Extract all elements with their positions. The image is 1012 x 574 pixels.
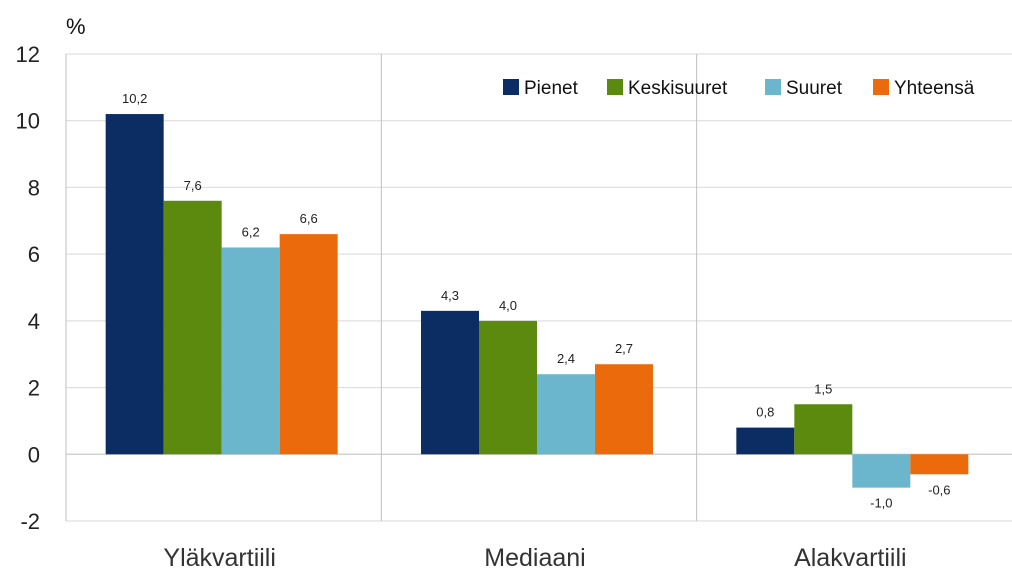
- bar: [279, 234, 338, 455]
- y-tick-label: 0: [28, 442, 40, 467]
- data-label: 0,8: [756, 405, 774, 420]
- data-label: -1,0: [870, 496, 892, 511]
- legend-swatch: [607, 79, 623, 95]
- x-axis: Yläkvartiili Mediaani Alakvartiili: [163, 544, 906, 572]
- data-label: 2,4: [557, 351, 575, 366]
- bar: [910, 454, 969, 475]
- legend-swatch: [503, 79, 519, 95]
- legend-label: Yhteensä: [894, 78, 975, 99]
- y-axis: -2 0 2 4 6 8 10 12: [16, 42, 40, 534]
- bar: [221, 247, 280, 455]
- data-label: 4,3: [441, 288, 459, 303]
- y-tick-label: 6: [28, 242, 40, 267]
- data-label: -0,6: [928, 482, 950, 497]
- bar: [852, 454, 911, 488]
- legend-label: Suuret: [786, 78, 843, 99]
- bar: [163, 200, 222, 455]
- category-label: Mediaani: [484, 544, 585, 572]
- y-tick-label: 10: [16, 109, 40, 134]
- data-label: 1,5: [814, 381, 832, 396]
- category-label: Alakvartiili: [794, 544, 907, 572]
- legend: Pienet Keskisuuret Suuret Yhteensä: [503, 78, 975, 99]
- y-tick-label: 8: [28, 175, 40, 200]
- bar: [537, 374, 595, 455]
- bar: [595, 364, 653, 455]
- data-label: 6,2: [242, 224, 260, 239]
- data-label: 4,0: [499, 298, 517, 313]
- legend-label: Pienet: [524, 78, 579, 99]
- y-tick-label: 2: [28, 376, 40, 401]
- y-tick-label: 4: [28, 309, 40, 334]
- legend-swatch: [873, 79, 889, 95]
- data-label: 10,2: [122, 91, 147, 106]
- y-tick-label: 12: [16, 42, 40, 67]
- legend-swatch: [765, 79, 781, 95]
- bar: [479, 320, 537, 455]
- bar: [421, 310, 479, 455]
- bar: [794, 404, 853, 455]
- bars: [105, 114, 969, 488]
- data-label: 2,7: [615, 341, 633, 356]
- category-label: Yläkvartiili: [163, 544, 276, 572]
- data-label: 7,6: [184, 178, 202, 193]
- bar: [105, 114, 164, 455]
- y-tick-label: -2: [20, 509, 40, 534]
- data-label: 6,6: [300, 211, 318, 226]
- y-axis-unit: %: [66, 14, 86, 39]
- legend-label: Keskisuuret: [628, 78, 728, 99]
- bar: [736, 427, 795, 455]
- data-labels: 10,2 7,6 6,2 6,6 4,3 4,0 2,4 2,7 0,8 1,5 -1,0 -0,6: [122, 91, 951, 511]
